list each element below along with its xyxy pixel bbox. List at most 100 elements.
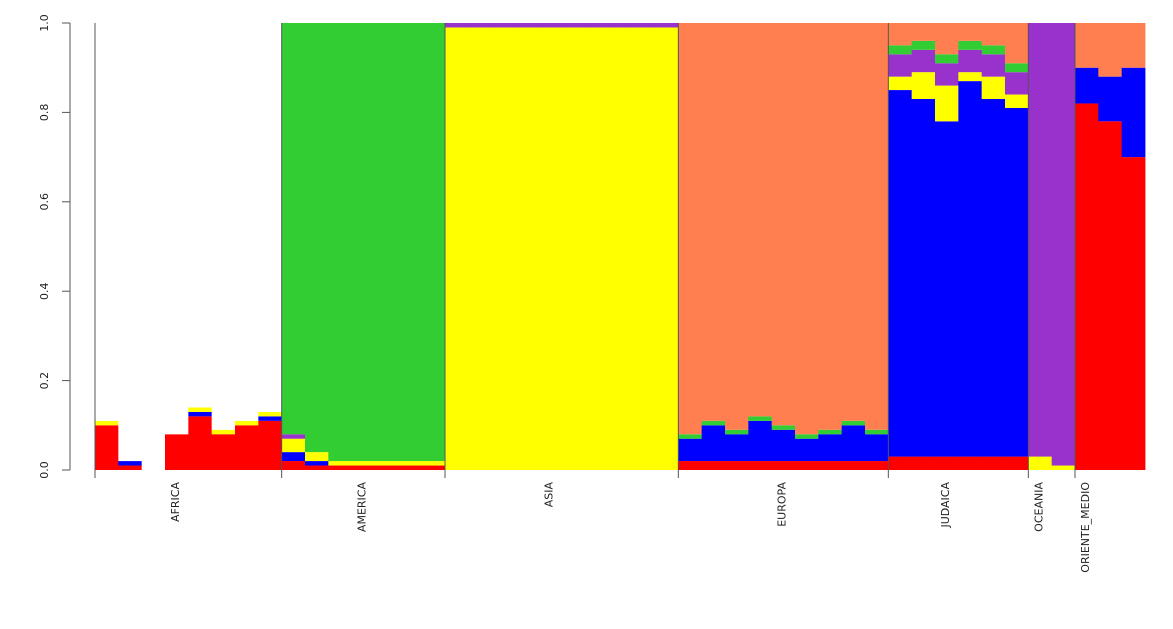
bar-segment <box>958 23 983 41</box>
bar-segment <box>981 76 1006 99</box>
bar-segment <box>678 23 703 435</box>
bar-segment <box>981 98 1006 457</box>
bar-segment <box>865 434 889 462</box>
bar-segment <box>958 72 983 82</box>
bar-segment <box>608 27 633 470</box>
bar-segment <box>678 461 703 470</box>
bar-segment <box>888 90 913 457</box>
y-tick-label: 0.6 <box>38 193 51 211</box>
bar-segment <box>421 23 446 462</box>
bar-segment <box>95 23 119 421</box>
bar-segment <box>865 461 889 470</box>
bar-segment <box>888 54 913 77</box>
bar-segment <box>305 452 329 462</box>
bar-segment <box>1005 107 1029 457</box>
bar-segment <box>771 425 796 430</box>
x-tick-label: ASIA <box>542 482 555 508</box>
bar-segment <box>445 23 469 28</box>
bar-segment <box>771 429 796 462</box>
bar-segment <box>795 23 819 435</box>
bar-segment <box>305 461 329 466</box>
x-tick-label: ORIENTE_MEDIO <box>1079 482 1092 573</box>
bar-segment <box>841 461 866 470</box>
bar-segment <box>421 465 446 470</box>
bar-segment <box>1098 121 1123 470</box>
bar-segment <box>1098 23 1123 77</box>
bar-segment <box>795 434 819 439</box>
bar-segment <box>328 461 353 466</box>
bar-segment <box>118 461 143 466</box>
bar-segment <box>631 23 656 28</box>
bar-segment <box>118 23 143 462</box>
bar-segment <box>701 425 726 462</box>
bar-segment <box>1098 76 1123 122</box>
bar-segment <box>1121 67 1146 158</box>
bar-segment <box>1075 67 1099 104</box>
bar-segment <box>351 461 376 466</box>
bar-segment <box>538 23 563 28</box>
bar-segment <box>1051 23 1076 466</box>
x-tick-label: JUDAICA <box>939 482 952 529</box>
bar-segment <box>748 461 773 470</box>
bar-segment <box>235 23 259 421</box>
bar-segment <box>585 27 609 470</box>
bar-segment <box>935 121 959 457</box>
bar-segment <box>795 461 819 470</box>
bar-segment <box>165 23 189 435</box>
bar-segment <box>95 425 119 470</box>
bar-segment <box>655 23 679 28</box>
bar-segment <box>888 76 913 91</box>
bar-segment <box>351 23 376 462</box>
bar-segment <box>398 23 423 462</box>
bar-segment <box>935 54 959 64</box>
bar-segment <box>958 40 983 50</box>
bar-segment <box>445 27 469 470</box>
bar-segment <box>515 23 539 28</box>
bar-segment <box>958 49 983 73</box>
bar-segment <box>258 416 283 421</box>
bar-segment <box>1075 103 1099 471</box>
bar-segment <box>375 465 399 470</box>
y-tick-label: 0.2 <box>38 372 51 390</box>
bar-segment <box>701 420 726 426</box>
bar-segment <box>748 23 773 417</box>
bar-segment <box>1075 23 1099 68</box>
bar-segment <box>818 23 843 430</box>
x-tick-label: OCEANIA <box>1032 482 1045 532</box>
bar-segment <box>841 420 866 426</box>
bar-segment <box>1005 72 1029 95</box>
bar-segment <box>818 429 843 435</box>
bar-segment <box>911 40 936 50</box>
bar-segment <box>561 27 586 470</box>
bar-segment <box>911 98 936 457</box>
bar-segment <box>911 49 936 73</box>
bar-segment <box>631 27 656 470</box>
bar-segment <box>95 420 119 426</box>
bar-segment <box>888 23 913 46</box>
bar-segment <box>888 45 913 55</box>
bar-segment <box>375 23 399 462</box>
bar-segment <box>118 465 143 470</box>
bar-segment <box>515 27 539 470</box>
y-tick-label: 0.4 <box>38 282 51 300</box>
bar-segment <box>911 23 936 41</box>
bar-segment <box>351 465 376 470</box>
bar-segment <box>725 429 749 435</box>
bar-segment <box>888 456 913 470</box>
bar-segment <box>585 23 609 28</box>
bar-segment <box>841 23 866 421</box>
bar-segment <box>1005 456 1029 470</box>
bar-segment <box>235 420 259 426</box>
bar-segment <box>258 420 283 470</box>
bar-segment <box>491 23 516 28</box>
bar-segment <box>211 429 236 435</box>
bar-segment <box>281 452 306 462</box>
bar-segment <box>1005 23 1029 64</box>
bar-segment <box>1028 456 1053 470</box>
bar-segment <box>328 465 353 470</box>
bar-segment <box>1121 157 1146 470</box>
bar-segment <box>235 425 259 470</box>
bar-segment <box>188 411 213 417</box>
y-tick-label: 0.8 <box>38 104 51 122</box>
bar-segment <box>1005 94 1029 108</box>
